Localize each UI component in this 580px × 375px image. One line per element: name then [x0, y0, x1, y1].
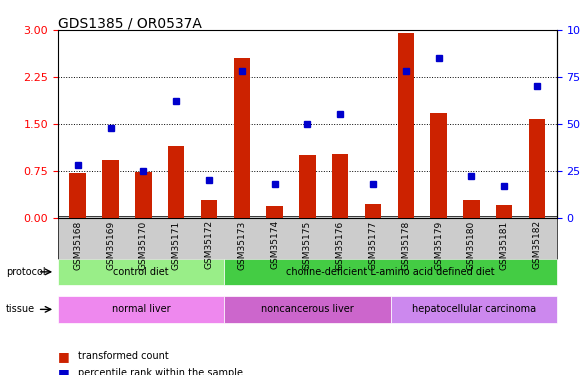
Bar — [201, 200, 217, 217]
Bar — [135, 172, 151, 217]
Bar — [299, 155, 316, 218]
Bar — [496, 205, 513, 218]
Bar — [430, 112, 447, 218]
Text: transformed count: transformed count — [78, 351, 169, 361]
Text: control diet: control diet — [113, 267, 169, 277]
Text: percentile rank within the sample: percentile rank within the sample — [78, 368, 243, 375]
Text: GDS1385 / OR0537A: GDS1385 / OR0537A — [58, 17, 202, 31]
Bar — [463, 200, 480, 217]
Bar — [102, 160, 119, 218]
Bar — [234, 58, 250, 217]
Bar — [266, 206, 283, 218]
Bar — [168, 146, 184, 218]
Text: protocol: protocol — [6, 267, 45, 277]
Bar — [70, 172, 86, 217]
Text: ■: ■ — [58, 367, 70, 375]
Bar — [529, 119, 545, 218]
Text: tissue: tissue — [6, 304, 35, 314]
Text: noncancerous liver: noncancerous liver — [261, 304, 354, 314]
Bar — [365, 204, 381, 218]
Text: choline-deficient L-amino acid defined diet: choline-deficient L-amino acid defined d… — [286, 267, 495, 277]
Bar — [332, 154, 349, 218]
Bar — [398, 33, 414, 218]
Text: ■: ■ — [58, 350, 70, 363]
Text: normal liver: normal liver — [112, 304, 171, 314]
Text: hepatocellular carcinoma: hepatocellular carcinoma — [412, 304, 536, 314]
